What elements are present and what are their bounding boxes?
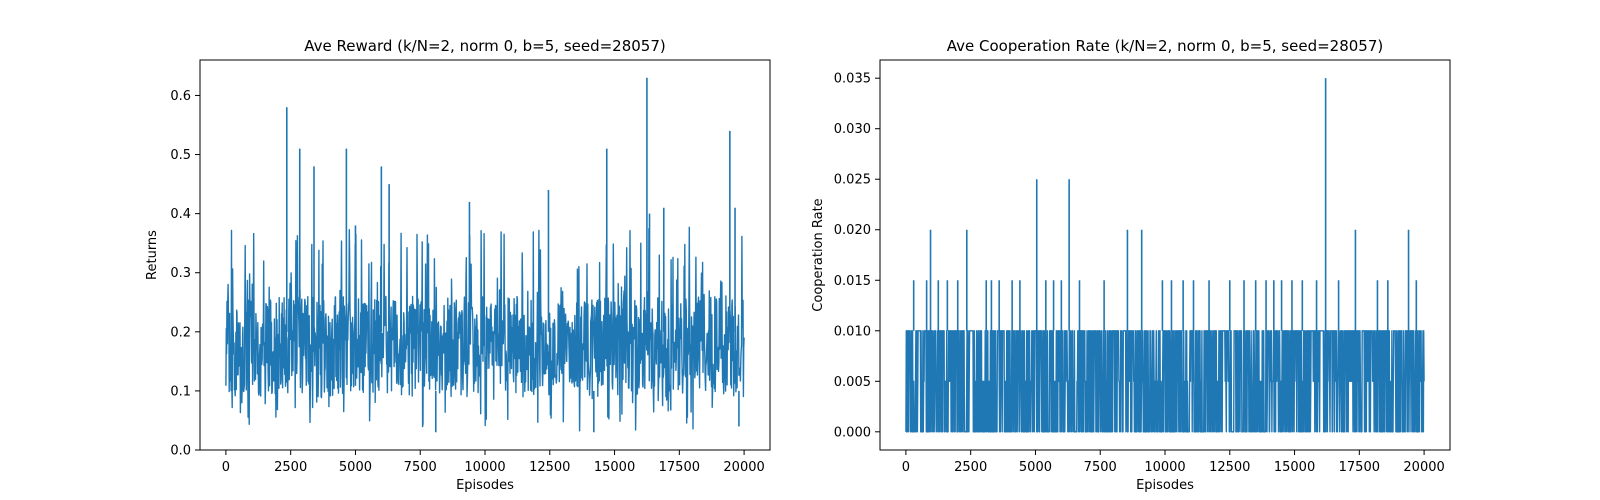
x-tick-label: 0 — [222, 460, 230, 475]
y-tick-label: 0.025 — [834, 173, 871, 188]
x-tick-label: 5000 — [1019, 460, 1052, 475]
chart-2: 0 2500 5000 7500 10000 12500 15000 17500 20000 0.… — [811, 37, 1451, 493]
y-tick-label: 0.0 — [170, 444, 191, 459]
x-tick-label: 10000 — [1144, 460, 1185, 475]
x-tick-label: 5000 — [339, 460, 372, 475]
x-tick-label: 7500 — [1084, 460, 1117, 475]
x-tick-label: 17500 — [1339, 460, 1380, 475]
x-axis-label: Episodes — [1136, 478, 1194, 493]
x-tick-label: 15000 — [1274, 460, 1315, 475]
x-tick-label: 0 — [902, 460, 910, 475]
series-line — [905, 330, 1425, 433]
x-tick-label: 20000 — [723, 460, 764, 475]
chart-title: Ave Reward (k/N=2, norm 0, b=5, seed=280… — [304, 37, 666, 55]
y-tick-label: 0.6 — [170, 89, 191, 104]
y-tick-label: 0.5 — [170, 148, 191, 163]
x-tick-label: 2500 — [954, 460, 987, 475]
y-tick-label: 0.035 — [834, 72, 871, 87]
x-tick-label: 12500 — [1209, 460, 1250, 475]
y-tick-label: 0.000 — [834, 425, 871, 440]
y-tick-label: 0.005 — [834, 375, 871, 390]
x-tick-label: 15000 — [594, 460, 635, 475]
y-tick-label: 0.2 — [170, 325, 191, 340]
y-axis-label: Cooperation Rate — [811, 198, 826, 311]
chart-1: 0 2500 5000 7500 10000 12500 15000 17500 20000 0.… — [145, 37, 771, 493]
y-tick-label: 0.3 — [170, 266, 191, 281]
series-line — [225, 226, 745, 432]
x-axis-label: Episodes — [456, 478, 514, 493]
x-tick-label: 10000 — [464, 460, 505, 475]
y-tick-label: 0.010 — [834, 324, 871, 339]
x-tick-label: 2500 — [274, 460, 307, 475]
y-tick-label: 0.030 — [834, 122, 871, 137]
y-tick-label: 0.015 — [834, 274, 871, 289]
x-tick-label: 17500 — [659, 460, 700, 475]
y-tick-label: 0.4 — [170, 207, 191, 222]
y-tick-label: 0.020 — [834, 223, 871, 238]
x-tick-label: 12500 — [529, 460, 570, 475]
x-tick-label: 20000 — [1403, 460, 1444, 475]
x-tick-label: 7500 — [404, 460, 437, 475]
y-tick-label: 0.1 — [170, 384, 191, 399]
chart-title: Ave Cooperation Rate (k/N=2, norm 0, b=5… — [947, 37, 1383, 55]
y-axis-label: Returns — [145, 230, 160, 280]
